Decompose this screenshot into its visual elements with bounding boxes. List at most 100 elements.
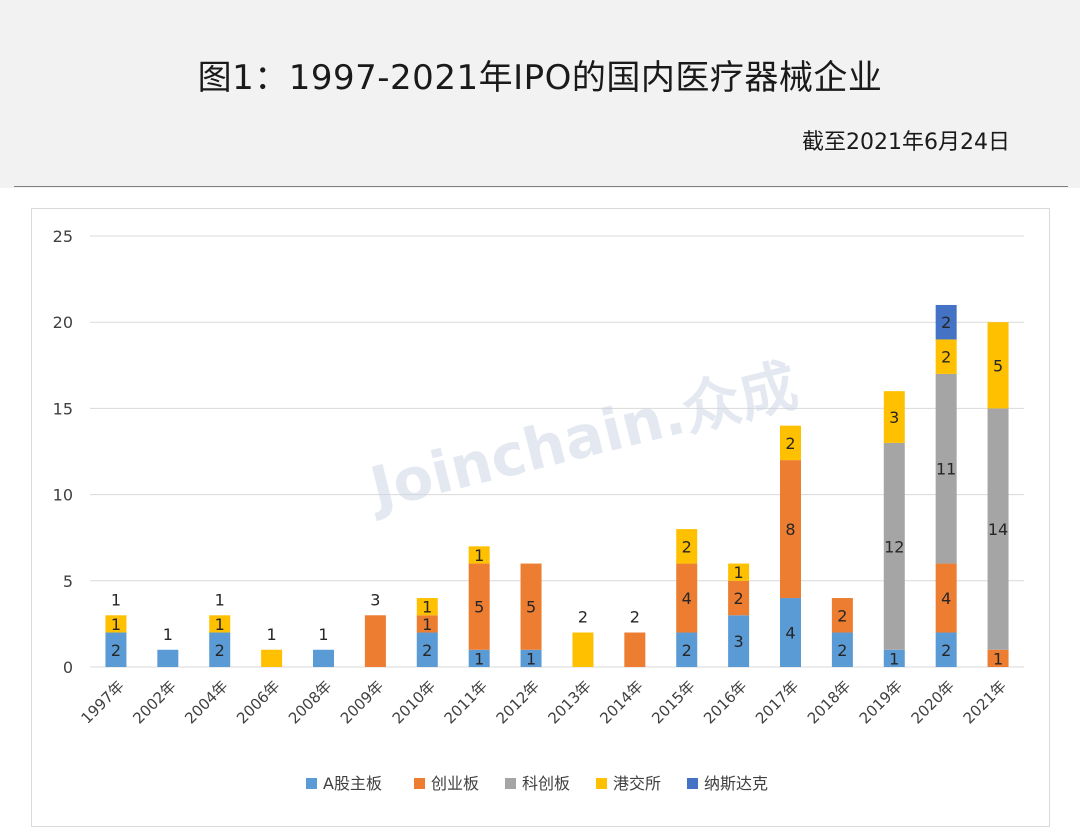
x-tick-label: 2016年 <box>700 677 750 727</box>
data-label: 1 <box>267 625 277 644</box>
x-tick-label: 2012年 <box>493 677 543 727</box>
stacked-bar-chart: 05101520252111997年12002年2112004年12006年12… <box>53 227 1024 793</box>
data-label: 2 <box>941 313 951 332</box>
bar-segment <box>883 391 905 443</box>
bar-segment <box>468 649 490 667</box>
x-tick-label: 2004年 <box>181 677 231 727</box>
x-tick-label: 1997年 <box>77 677 127 727</box>
x-tick-label: 2006年 <box>233 677 283 727</box>
chart-title: 图1：1997-2021年IPO的国内医疗器械企业 <box>197 58 883 98</box>
bar-segment <box>624 632 646 667</box>
x-tick-label: 2014年 <box>596 677 646 727</box>
data-label: 4 <box>682 589 692 608</box>
data-label: 2 <box>837 641 847 660</box>
data-label: 3 <box>370 590 380 609</box>
bar-segment <box>935 373 957 564</box>
bar-segment <box>935 563 957 633</box>
legend-label: 纳斯达克 <box>704 774 768 793</box>
data-label: 1 <box>163 625 173 644</box>
data-label: 1 <box>422 598 432 617</box>
legend-label: 港交所 <box>613 774 661 793</box>
bar-segment <box>831 632 853 667</box>
data-label: 2 <box>682 537 692 556</box>
bar-segment <box>780 425 801 461</box>
bar-segment <box>520 649 542 667</box>
bar-segment <box>520 563 542 650</box>
x-tick-label: 2017年 <box>752 677 802 727</box>
y-tick-label: 10 <box>53 486 73 505</box>
y-tick-label: 20 <box>53 313 73 332</box>
x-tick-label: 2013年 <box>544 677 594 727</box>
data-label: 1 <box>474 546 484 565</box>
watermark: Joinchain.众成 <box>360 351 804 524</box>
data-label: 1 <box>889 649 899 668</box>
legend-swatch <box>306 778 317 789</box>
data-label: 1 <box>526 649 536 668</box>
legend-swatch <box>414 778 425 789</box>
data-label: 1 <box>993 649 1003 668</box>
data-label: 5 <box>526 598 536 617</box>
data-label: 1 <box>318 625 328 644</box>
data-label: 3 <box>734 632 744 651</box>
bar-segment <box>364 615 386 667</box>
data-label: 4 <box>941 589 951 608</box>
data-label: 8 <box>785 520 795 539</box>
bar-segment <box>105 632 127 667</box>
x-tick-label: 2019年 <box>856 677 906 727</box>
data-label: 3 <box>889 408 899 427</box>
data-label: 5 <box>474 598 484 617</box>
legend-swatch <box>596 778 607 789</box>
bar-segment <box>157 649 179 667</box>
legend-label: 科创板 <box>522 774 570 793</box>
data-label: 2 <box>734 589 744 608</box>
data-label: 2 <box>422 641 432 660</box>
data-label: 12 <box>884 537 904 556</box>
header-divider <box>14 186 1068 187</box>
x-tick-label: 2015年 <box>648 677 698 727</box>
data-label: 5 <box>993 356 1003 375</box>
bar-segment <box>780 598 801 667</box>
x-tick-label: 2010年 <box>389 677 439 727</box>
bar-segment <box>676 563 698 633</box>
legend-swatch <box>687 778 698 789</box>
bar-segment <box>987 322 1009 409</box>
bar-segment <box>728 615 750 667</box>
data-label: 2 <box>215 641 225 660</box>
data-label: 11 <box>936 460 956 479</box>
data-label: 2 <box>785 434 795 453</box>
bar-segment <box>105 615 127 633</box>
bar-segment <box>676 529 698 564</box>
data-label: 1 <box>111 615 121 634</box>
y-tick-label: 15 <box>53 399 73 418</box>
bar-segment <box>416 598 438 616</box>
bar-segment <box>728 580 750 616</box>
data-label: 2 <box>837 606 847 625</box>
bar-segment <box>935 304 957 340</box>
bar-segment <box>728 563 750 581</box>
bar-segment <box>935 339 957 374</box>
bar-segment <box>209 615 231 633</box>
data-label: 2 <box>111 641 121 660</box>
data-label: 2 <box>682 641 692 660</box>
x-tick-label: 2021年 <box>960 677 1010 727</box>
bar-segment <box>572 632 594 667</box>
data-label: 1 <box>422 615 432 634</box>
data-label: 4 <box>785 624 795 643</box>
data-label: 1 <box>111 590 121 609</box>
y-tick-label: 5 <box>63 572 73 591</box>
bar-segment <box>313 649 334 667</box>
legend-swatch <box>505 778 516 789</box>
data-label: 2 <box>578 608 588 627</box>
bar-segment <box>883 649 905 667</box>
data-label: 1 <box>215 590 225 609</box>
bar-segment <box>780 460 801 599</box>
x-tick-label: 2011年 <box>441 677 491 727</box>
data-label: 2 <box>941 641 951 660</box>
bar-segment <box>883 442 905 650</box>
bar-segment <box>987 649 1009 667</box>
bar-segment <box>209 632 231 667</box>
bar-segment <box>416 615 438 633</box>
bar-segment <box>935 632 957 667</box>
chart-area: 0 5 10 15 20 25 2 1 1 1997年 1 2002年 2 1 1 2004年 1 2006年 1 2… <box>31 208 1050 827</box>
data-label: 2 <box>630 608 640 627</box>
